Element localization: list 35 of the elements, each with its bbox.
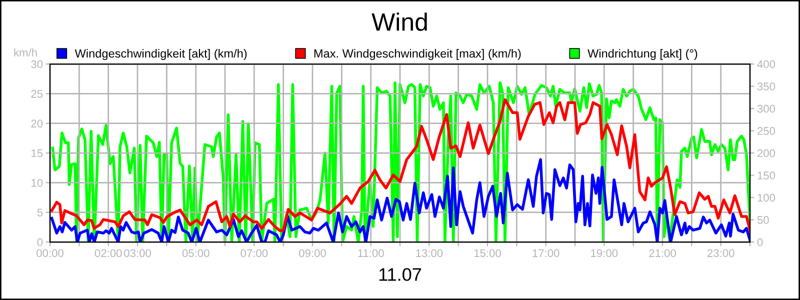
y2-tick-label: 250: [758, 127, 776, 135]
x-tick-label: 11:00: [358, 249, 384, 258]
x-tick-label: 21:00: [649, 249, 676, 258]
y-tick-label: 0: [37, 238, 43, 246]
y2-tick-label: 100: [758, 194, 776, 202]
y2-tick-label: 50: [757, 216, 769, 224]
y2-tick-label: 200: [758, 149, 776, 158]
y-tick-label: 25: [31, 90, 43, 98]
x-tick-label: 09:00: [299, 249, 326, 258]
y2-tick-label: 150: [758, 172, 776, 180]
x-tick-label: 02:00: [94, 249, 122, 258]
y2-tick-label: 350: [757, 82, 776, 90]
x-tick-label: 13:00: [416, 249, 443, 258]
legend-label: Windrichtung [akt] (°): [588, 48, 698, 60]
y-axis-title: km/h: [14, 48, 37, 56]
y-tick-label: 5: [37, 208, 43, 216]
y-tick-label: 15: [32, 149, 43, 158]
y-tick-label: 20: [31, 120, 43, 128]
legend-label: Windgeschwindigkeit [akt] (km/h): [74, 48, 247, 60]
legend-label: Max. Windgeschwindigkeit [max] (km/h): [314, 48, 521, 60]
y-tick-label: 10: [32, 178, 43, 187]
y-tick-label: 30: [31, 60, 43, 68]
x-tick-label: 00:00: [36, 249, 64, 258]
x-tick-label: 07:00: [240, 249, 268, 258]
x-tick-label: 03:00: [124, 249, 151, 258]
x-axis-title: 11.07: [379, 268, 422, 281]
y2-tick-label: 0: [757, 238, 763, 246]
x-tick-label: 23:00: [707, 249, 734, 258]
x-tick-label: 19:00: [591, 249, 618, 258]
x-tick-label: 15:00: [474, 249, 501, 258]
x-tick-label: 17:00: [532, 249, 560, 258]
x-tick-label: 05:00: [182, 249, 210, 258]
y2-tick-label: 300: [757, 104, 776, 113]
chart-title: Wind: [372, 12, 427, 31]
y2-tick-label: 400: [757, 60, 776, 68]
